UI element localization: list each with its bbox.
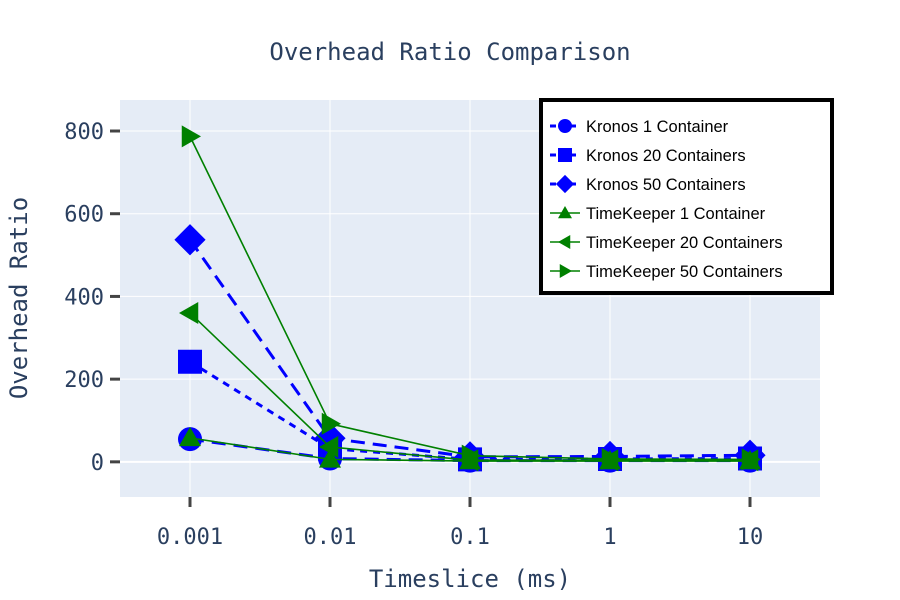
legend-marker [558,206,572,219]
legend-label: Kronos 1 Container [586,118,729,136]
legend-label: Kronos 20 Containers [586,147,746,165]
series-group [174,125,766,473]
x-axis-label: Timeslice (ms) [369,565,571,593]
data-point-marker [181,125,201,148]
x-tick-label: 10 [737,525,764,550]
data-point-marker [601,447,621,470]
data-point-marker [178,349,202,374]
legend-label: Kronos 50 Containers [586,176,746,194]
legend-item: TimeKeeper 20 Containers [550,234,783,252]
legend-label: TimeKeeper 50 Containers [586,263,783,281]
legend-marker [558,235,571,249]
x-tick-label: 0.01 [304,525,357,550]
legend-label: TimeKeeper 1 Container [586,205,766,223]
y-tick-label: 600 [64,203,104,228]
legend-item: Kronos 50 Containers [550,174,746,194]
y-tick-label: 200 [64,368,104,393]
y-tick-label: 400 [64,285,104,310]
axes: 0.001 0.01 0.1 1 10 0 200 400 600 800 [64,120,763,550]
data-point-marker [741,448,761,471]
data-point-marker [319,448,341,468]
series-timekeeper-50-containers [181,125,761,471]
x-tick-label: 0.1 [450,525,490,550]
chart-title: Overhead Ratio Comparison [269,38,630,66]
legend-item: TimeKeeper 50 Containers [550,263,783,281]
legend: Kronos 1 Container Kronos 20 Containers Kr… [539,98,834,295]
data-point-marker [319,435,339,458]
data-point-marker [461,444,481,467]
legend-item: TimeKeeper 1 Container [550,205,766,223]
legend-marker [555,174,575,194]
legend-marker [558,148,572,162]
legend-item: Kronos 20 Containers [550,147,746,165]
x-tick-label: 1 [603,525,616,550]
legend-marker [559,264,572,278]
data-point-marker [321,412,341,435]
y-axis-label: Overhead Ratio [5,197,33,399]
legend-label: TimeKeeper 20 Containers [586,234,783,252]
data-point-marker [174,224,206,256]
data-point-marker [179,301,199,324]
legend-box [539,98,834,295]
y-tick-label: 800 [64,120,104,145]
data-point-marker [179,426,201,447]
legend-item: Kronos 1 Container [550,118,729,136]
y-tick-label: 0 [91,451,104,476]
x-tick-label: 0.001 [157,525,223,550]
legend-marker [558,119,572,133]
